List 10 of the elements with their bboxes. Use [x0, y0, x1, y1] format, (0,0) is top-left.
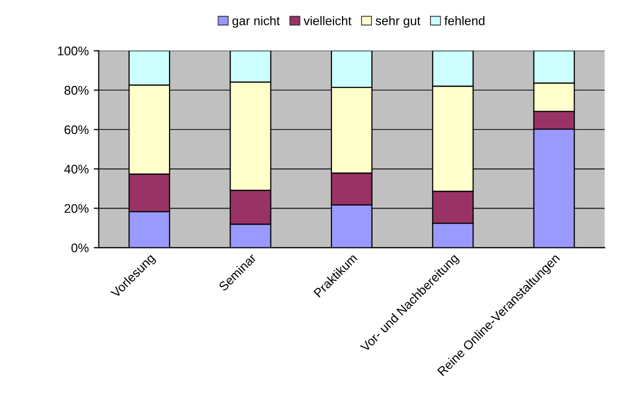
y-tick-label: 80%	[64, 86, 89, 95]
y-tick-label: 60%	[64, 125, 89, 134]
y-tick-label: 40%	[64, 164, 89, 174]
y-tick-label: 20%	[64, 204, 89, 213]
legend-label: gar nicht	[232, 16, 280, 28]
legend-label: sehr gut	[376, 16, 420, 28]
y-tick-label: 0%	[71, 243, 89, 252]
legend-label: vielleicht	[304, 16, 352, 26]
legend-label: fehlend	[444, 16, 484, 26]
y-tick-label: 100%	[58, 46, 89, 56]
